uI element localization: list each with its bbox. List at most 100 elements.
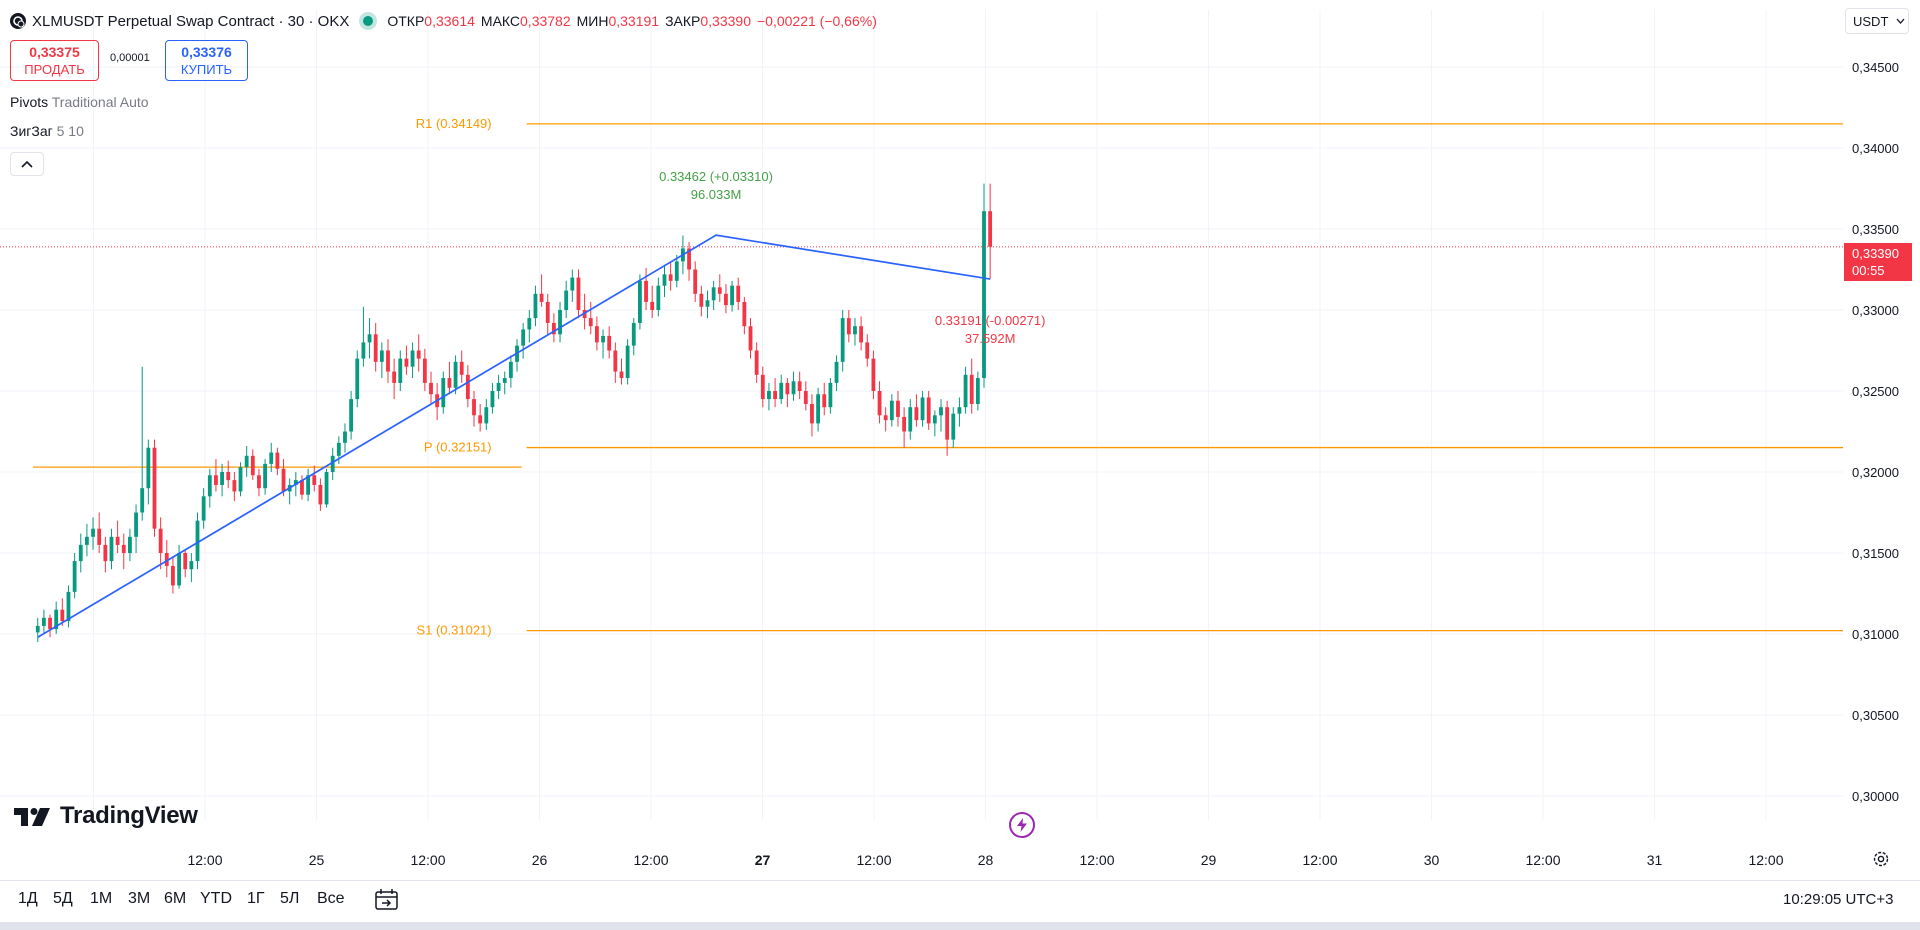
buy-button[interactable]: 0,33376 КУПИТЬ — [165, 40, 248, 81]
pivot-label: P (0.32151) — [424, 440, 492, 455]
candle-body — [306, 475, 311, 495]
candle-body — [889, 400, 894, 421]
candle-body — [379, 350, 384, 362]
time-tick-label: 12:00 — [1079, 852, 1114, 868]
candle-body — [920, 397, 925, 421]
candle-body — [207, 475, 212, 497]
zigzag-volume-label: 37.592M — [965, 331, 1016, 346]
candle-body — [631, 322, 636, 346]
bottom-scroll-strip — [0, 922, 1920, 930]
candle-body — [908, 407, 913, 432]
candle-body — [392, 371, 397, 383]
timeframe-button[interactable]: Все — [317, 890, 345, 907]
candle-body — [902, 416, 907, 432]
candle-body — [134, 512, 138, 537]
candle-body — [914, 407, 919, 421]
time-tick-label: 27 — [755, 852, 771, 868]
last-price-value: 0,33390 — [1852, 246, 1899, 261]
last-price-tag: 0,33390 00:55 — [1844, 243, 1912, 281]
candle-body — [121, 544, 126, 553]
calendar-goto-icon[interactable] — [374, 888, 400, 912]
candle-body — [361, 342, 366, 359]
candle-series — [0, 183, 1843, 643]
tradingview-logo[interactable]: TradingView — [14, 802, 198, 830]
zigzag-line — [37, 234, 991, 638]
candle-body — [816, 394, 821, 424]
candle-body — [668, 274, 673, 281]
candle-body — [171, 565, 175, 586]
timeframe-button[interactable]: 5Л — [280, 890, 300, 907]
candle-body — [257, 475, 261, 489]
candle-body — [711, 287, 716, 301]
timeframe-button[interactable]: 1М — [90, 890, 113, 907]
timeframe-button[interactable]: 3М — [128, 890, 151, 907]
pivot-label: R1 (0.34149) — [416, 116, 492, 131]
buy-price: 0,33376 — [181, 44, 232, 60]
candle-body — [810, 403, 814, 424]
bar-countdown: 00:55 — [1852, 263, 1885, 278]
candle-body — [214, 475, 218, 485]
candle-body — [398, 358, 403, 383]
time-tick-label: 12:00 — [1302, 852, 1337, 868]
candle-body — [318, 484, 323, 505]
candle-body — [932, 415, 937, 424]
timeframe-button[interactable]: 6М — [164, 890, 187, 907]
timeframe-button[interactable]: YTD — [200, 890, 232, 907]
zigzag-price-label: 0.33462 (+0.03310) — [659, 169, 773, 184]
candle-body — [834, 361, 839, 383]
time-tick-label: 12:00 — [856, 852, 891, 868]
timeframe-button[interactable]: 5Д — [53, 890, 73, 907]
high-label: МАКС — [480, 13, 521, 29]
price-tick-label: 0,34000 — [1852, 141, 1899, 156]
candle-body — [453, 361, 458, 388]
utc-clock[interactable]: 10:29:05 UTC+3 — [1783, 891, 1894, 908]
timeframe-button[interactable]: 1Г — [247, 890, 265, 907]
pivot-label: S1 (0.31021) — [416, 623, 491, 638]
candle-body — [877, 391, 882, 416]
candle-body — [502, 378, 507, 383]
time-tick-label: 26 — [532, 852, 548, 868]
candle-body — [177, 553, 181, 586]
collapse-indicators-button[interactable] — [10, 152, 44, 176]
settings-gear-icon[interactable] — [1872, 850, 1890, 873]
sell-button[interactable]: 0,33375 ПРОДАТЬ — [10, 40, 99, 81]
time-tick-label: 30 — [1424, 852, 1440, 868]
candle-body — [355, 358, 360, 400]
time-tick-label: 12:00 — [1748, 852, 1783, 868]
candle-body — [91, 528, 95, 537]
bolt-icon[interactable] — [1009, 812, 1035, 838]
candle-body — [336, 442, 341, 456]
timeframe-button[interactable]: 1Д — [18, 890, 38, 907]
candle-body — [195, 520, 200, 562]
currency-select[interactable]: USDT — [1845, 8, 1909, 34]
indicator-zigzag[interactable]: ЗигЗаг 5 10 — [10, 123, 84, 139]
symbol-legend: XLMUSDT Perpetual Swap Contract · 30 · O… — [10, 10, 877, 32]
pivots-name: Pivots — [10, 94, 49, 110]
time-axis[interactable]: 12:00 25 12:00 26 12:00 27 12:00 28 12:00 29 12:00… — [187, 852, 1783, 868]
time-tick-label: 12:00 — [410, 852, 445, 868]
candle-body — [988, 211, 993, 247]
low-label: МИН — [576, 13, 609, 29]
spread-value: 0,00001 — [110, 52, 150, 64]
candle-body — [226, 472, 231, 481]
price-tick-label: 0,33000 — [1852, 303, 1899, 318]
candle-body — [429, 382, 433, 395]
candle-body — [490, 391, 495, 408]
candle-body — [459, 361, 464, 375]
indicator-pivots[interactable]: Pivots Traditional Auto — [10, 94, 149, 110]
price-axis[interactable]: 0,30000 0,30500 0,31000 0,31500 0,32000 0,325… — [1852, 60, 1899, 804]
candle-body — [551, 322, 556, 335]
candle-body — [619, 371, 624, 379]
symbol-title[interactable]: XLMUSDT Perpetual Swap Contract · 30 · O… — [32, 12, 350, 30]
time-tick-label: 28 — [978, 852, 994, 868]
open-label: ОТКР — [387, 13, 425, 29]
candle-body — [693, 269, 698, 294]
currency-label: USDT — [1853, 13, 1889, 29]
pivot-levels: R1 (0.34149) P (0.32151) S1 (0.31021) — [33, 116, 1843, 638]
candle-body — [35, 625, 40, 633]
time-tick-label: 25 — [309, 852, 325, 868]
candle-body — [250, 455, 255, 476]
candle-body — [478, 415, 483, 424]
candle-body — [982, 211, 986, 379]
